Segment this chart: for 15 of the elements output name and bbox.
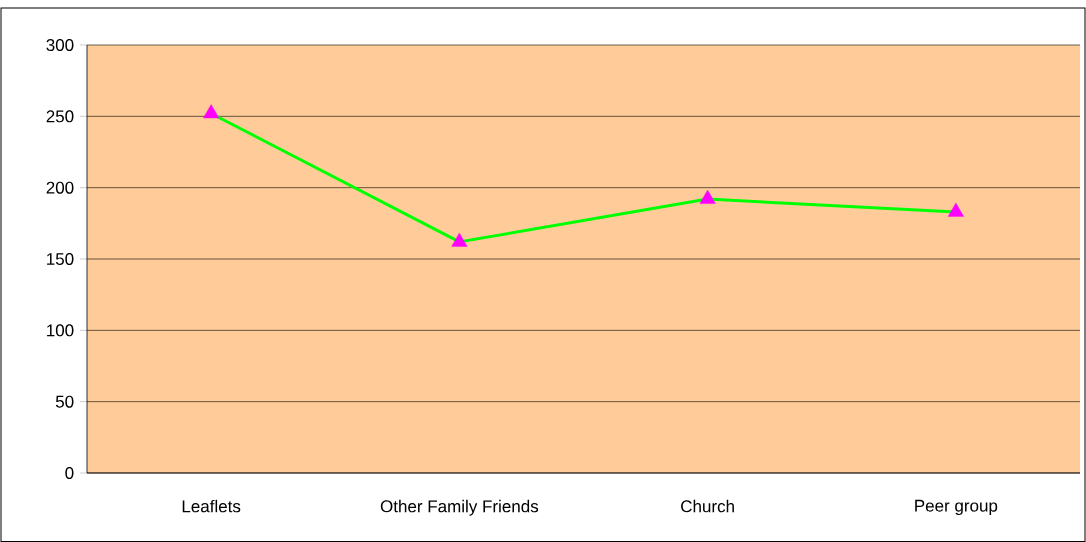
x-tick-label: Church [681,499,734,513]
y-tick-label: 100 [47,324,74,337]
y-tick-label: 0 [65,466,74,480]
y-tick-label: 250 [46,110,74,123]
x-tick-label: Leaflets [182,499,241,513]
x-tick-label: Peer group [915,499,998,516]
y-tick-label: 200 [46,181,74,194]
x-tick-label: Other Family Friends [380,499,539,516]
point [203,104,220,119]
point [451,232,468,247]
point [699,189,716,204]
y-tick-label: 300 [46,38,74,52]
y-tick-label: 150 [47,252,74,266]
point [947,202,964,217]
y-tick-label: 50 [55,395,74,408]
